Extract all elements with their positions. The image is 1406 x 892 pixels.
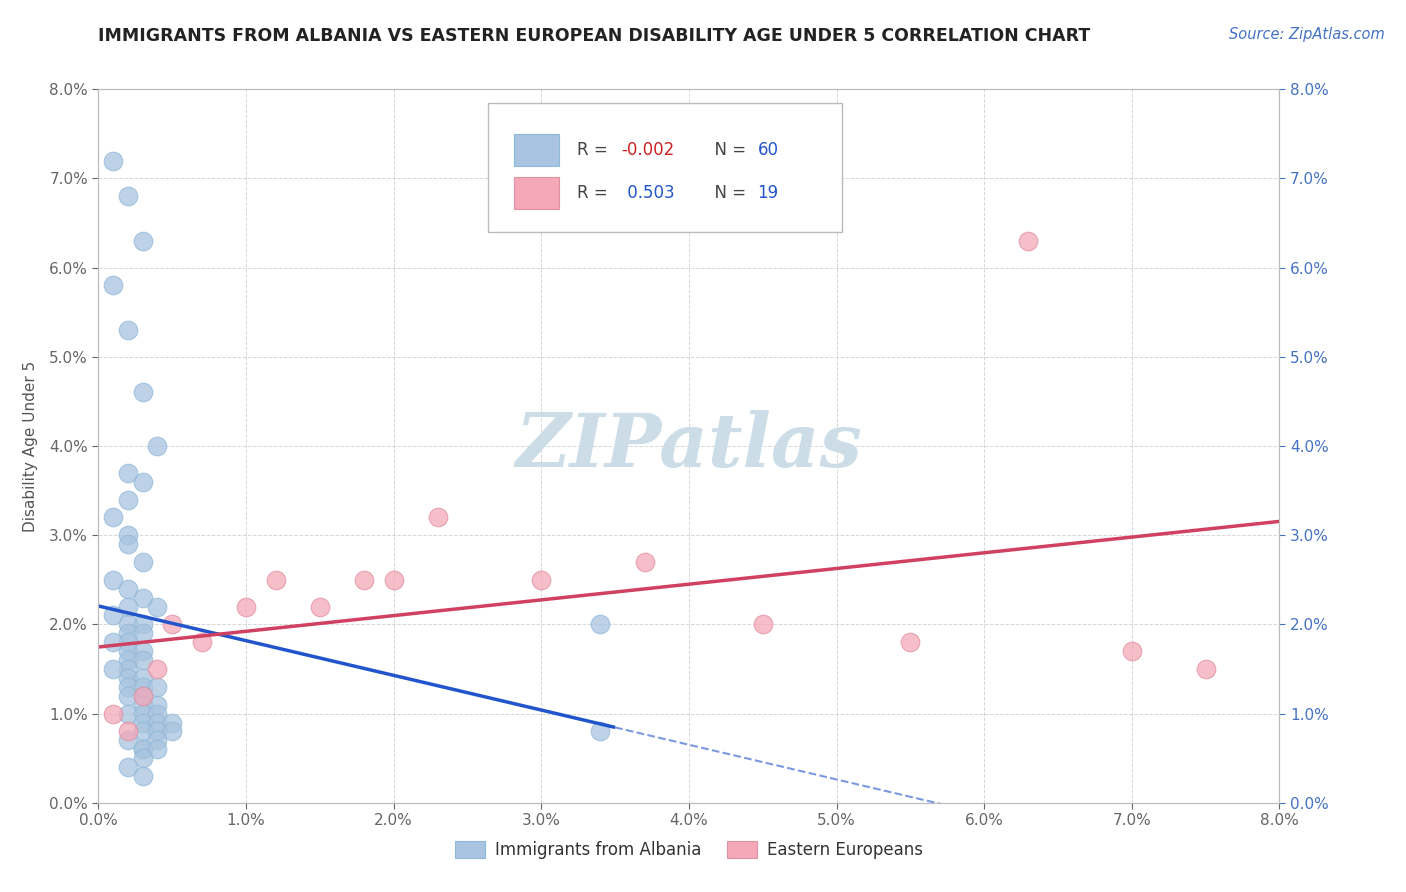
Point [1017, 234, 1039, 248]
Point [191, 635, 214, 649]
Text: Source: ZipAtlas.com: Source: ZipAtlas.com [1229, 27, 1385, 42]
Point [132, 751, 155, 765]
Point [103, 662, 125, 676]
Point [146, 680, 169, 694]
Point [117, 635, 139, 649]
Point [751, 617, 773, 632]
Text: 19: 19 [758, 184, 779, 202]
Point [117, 706, 139, 721]
Point [117, 528, 139, 542]
FancyBboxPatch shape [515, 134, 560, 166]
Point [132, 234, 155, 248]
Point [132, 769, 155, 783]
Point [162, 724, 183, 739]
Point [117, 680, 139, 694]
Point [146, 742, 169, 756]
Point [633, 555, 655, 569]
Point [103, 153, 125, 168]
Point [117, 662, 139, 676]
Point [117, 466, 139, 480]
Point [132, 617, 155, 632]
Point [117, 644, 139, 658]
FancyBboxPatch shape [488, 103, 842, 232]
Text: 0.503: 0.503 [621, 184, 675, 202]
Point [117, 724, 139, 739]
Point [132, 680, 155, 694]
Point [132, 715, 155, 730]
Point [132, 742, 155, 756]
Point [103, 510, 125, 524]
Point [117, 653, 139, 667]
Point [117, 323, 139, 337]
Point [146, 733, 169, 747]
Point [146, 599, 169, 614]
Point [117, 537, 139, 551]
Point [132, 653, 155, 667]
Point [117, 626, 139, 640]
Point [589, 617, 612, 632]
Point [132, 644, 155, 658]
Point [132, 671, 155, 685]
Point [103, 278, 125, 293]
Point [103, 706, 125, 721]
Point [382, 573, 405, 587]
Point [132, 591, 155, 605]
Text: IMMIGRANTS FROM ALBANIA VS EASTERN EUROPEAN DISABILITY AGE UNDER 5 CORRELATION C: IMMIGRANTS FROM ALBANIA VS EASTERN EUROP… [98, 27, 1091, 45]
Point [146, 715, 169, 730]
Text: N =: N = [704, 141, 752, 159]
Point [235, 599, 257, 614]
Point [117, 582, 139, 596]
Point [1194, 662, 1216, 676]
Point [132, 626, 155, 640]
Text: -0.002: -0.002 [621, 141, 675, 159]
Text: N =: N = [704, 184, 752, 202]
Point [117, 760, 139, 774]
Point [162, 715, 183, 730]
Point [308, 599, 332, 614]
Point [132, 706, 155, 721]
Point [117, 671, 139, 685]
Point [900, 635, 922, 649]
Point [530, 573, 553, 587]
Point [132, 742, 155, 756]
Point [117, 492, 139, 507]
Point [426, 510, 449, 524]
Legend: Immigrants from Albania, Eastern Europeans: Immigrants from Albania, Eastern Europea… [449, 834, 929, 866]
Point [117, 599, 139, 614]
Point [117, 189, 139, 203]
Point [103, 573, 125, 587]
Point [1121, 644, 1143, 658]
Point [117, 689, 139, 703]
Point [146, 439, 169, 453]
Point [162, 617, 183, 632]
Point [146, 698, 169, 712]
Point [117, 617, 139, 632]
Point [264, 573, 287, 587]
Text: ZIPatlas: ZIPatlas [516, 409, 862, 483]
Text: 60: 60 [758, 141, 779, 159]
Point [132, 689, 155, 703]
Point [132, 689, 155, 703]
Point [146, 662, 169, 676]
Text: R =: R = [576, 184, 613, 202]
FancyBboxPatch shape [515, 177, 560, 209]
Point [146, 724, 169, 739]
Y-axis label: Disability Age Under 5: Disability Age Under 5 [22, 360, 38, 532]
Point [589, 724, 612, 739]
Point [103, 635, 125, 649]
Point [103, 608, 125, 623]
Point [117, 733, 139, 747]
Point [132, 555, 155, 569]
Point [132, 475, 155, 489]
Point [132, 698, 155, 712]
Text: R =: R = [576, 141, 613, 159]
Point [132, 724, 155, 739]
Point [146, 706, 169, 721]
Point [353, 573, 375, 587]
Point [132, 385, 155, 400]
